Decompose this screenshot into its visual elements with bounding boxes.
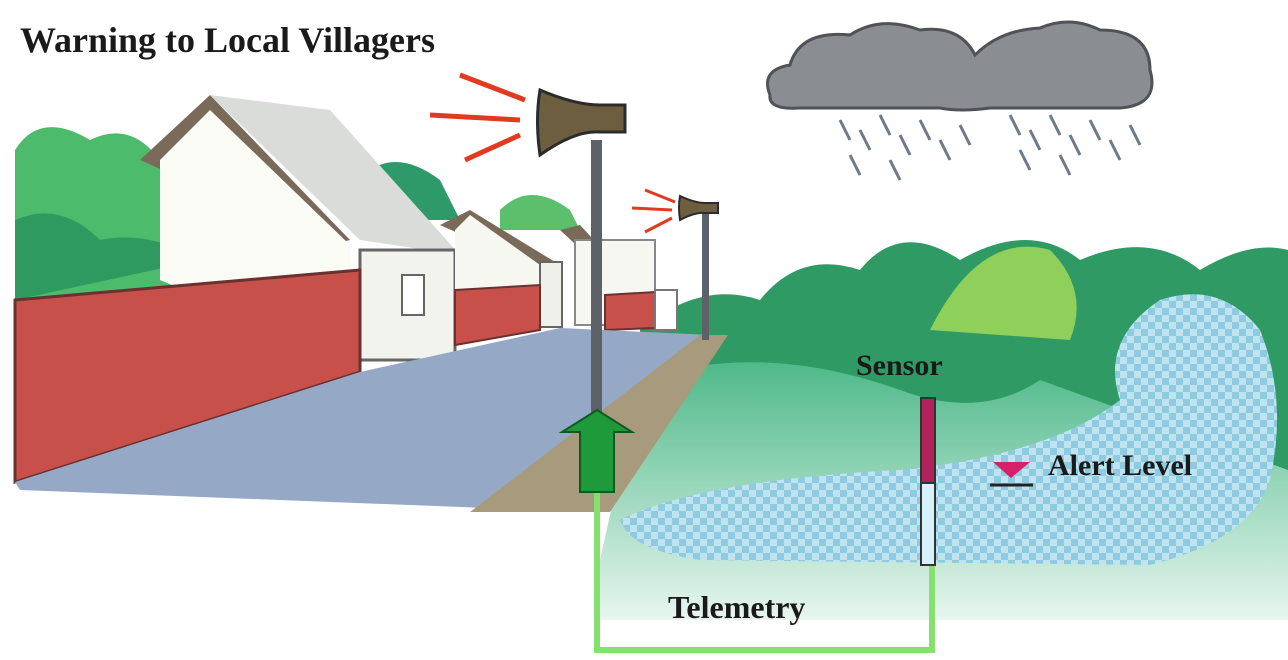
title: Warning to Local Villagers (20, 20, 435, 60)
house-side (655, 290, 677, 330)
alert-level-label: Alert Level (1048, 449, 1192, 482)
red-wall (605, 292, 655, 330)
window (402, 275, 424, 315)
sensor-label: Sensor (856, 349, 943, 382)
house-side (540, 262, 562, 327)
telemetry-label: Telemetry (668, 589, 805, 625)
siren-pole (702, 210, 709, 340)
sensor-lower (921, 483, 935, 565)
flood-warning-diagram: Warning to Local Villagers Sensor Alert … (0, 0, 1288, 660)
sensor-upper (921, 398, 935, 483)
siren-pole (591, 140, 602, 430)
